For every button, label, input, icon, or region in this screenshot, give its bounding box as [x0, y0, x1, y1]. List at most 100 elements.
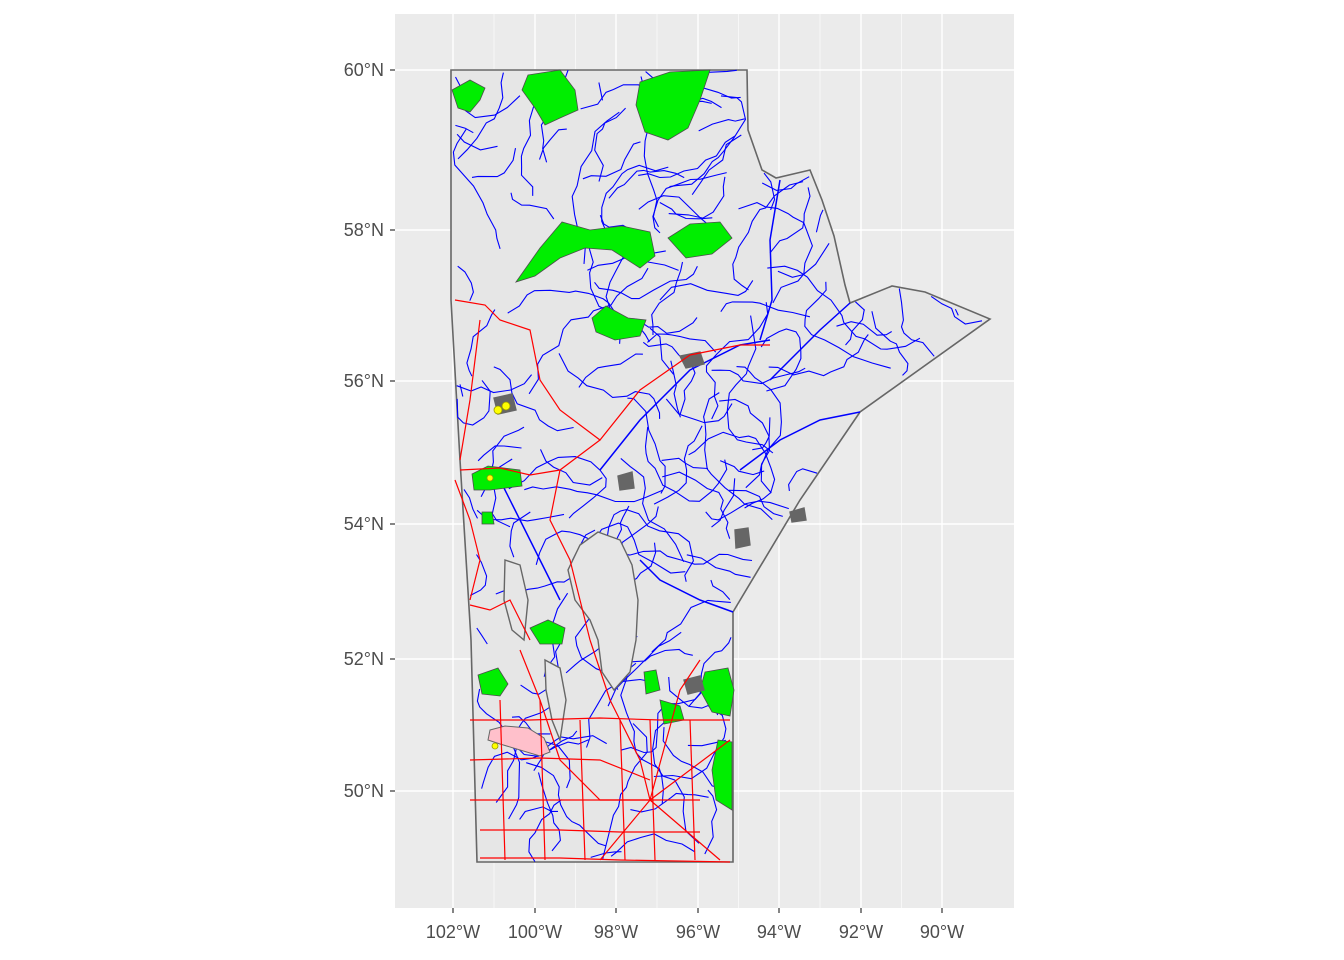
- river-segment: [769, 187, 811, 254]
- lake-small-6: [789, 507, 807, 523]
- river-segment: [711, 367, 806, 385]
- river-segment: [471, 147, 517, 178]
- road-segment: [539, 699, 546, 861]
- province-boundary: [450, 69, 992, 863]
- point-feature-1: [493, 405, 503, 415]
- road-segment: [469, 757, 651, 781]
- river-segment: [670, 360, 681, 418]
- protected-area-1: [451, 79, 486, 113]
- river-segment: [582, 141, 641, 180]
- protected-area-14: [481, 511, 495, 525]
- x-tick-label: 92°W: [839, 922, 883, 942]
- road-segment: [599, 799, 651, 861]
- river-segment: [651, 261, 684, 336]
- point-feature-2: [501, 401, 511, 411]
- river-segment: [728, 489, 783, 517]
- road-segment: [649, 799, 721, 861]
- river-segment: [459, 384, 464, 397]
- road-segment: [454, 479, 481, 601]
- river-segment: [493, 366, 574, 432]
- major-river: [759, 179, 781, 341]
- protected-area-9: [477, 667, 509, 697]
- road-segment: [459, 319, 481, 461]
- river-segment: [898, 288, 935, 357]
- y-tick-label: 54°N: [344, 514, 384, 534]
- province-polygon: [450, 69, 992, 863]
- river-segment: [954, 308, 959, 316]
- river-segment: [668, 176, 726, 219]
- river-segment: [719, 398, 771, 489]
- x-tick-label: 100°W: [508, 922, 562, 942]
- road-segment: [454, 299, 770, 441]
- river-segment: [606, 509, 694, 582]
- lake-small-5: [683, 675, 705, 695]
- river-network: [452, 69, 983, 862]
- major-river: [599, 339, 771, 471]
- road-segment: [649, 659, 701, 801]
- major-river: [639, 559, 734, 613]
- axis-ticks: [390, 69, 943, 913]
- lake-manitoba: [544, 658, 567, 743]
- river-segment: [463, 489, 478, 519]
- river-segment: [510, 192, 555, 220]
- protected-areas: [451, 69, 735, 811]
- river-segment: [726, 315, 774, 454]
- river-segment: [661, 457, 709, 470]
- y-tick-label: 58°N: [344, 220, 384, 240]
- river-segment: [594, 107, 626, 182]
- x-axis-labels: 102°W 100°W 98°W 96°W 94°W 92°W 90°W: [426, 922, 964, 942]
- river-segment: [836, 321, 892, 336]
- river-segment: [610, 833, 695, 857]
- river-segment: [647, 333, 717, 353]
- protected-area-4: [514, 221, 656, 283]
- y-tick-label: 60°N: [344, 60, 384, 80]
- protected-area-3: [635, 69, 711, 141]
- river-segment: [691, 134, 742, 196]
- river-segment: [540, 449, 603, 486]
- river-segment: [481, 730, 578, 789]
- road-segment: [589, 639, 651, 801]
- road-segment: [549, 469, 591, 641]
- river-segment: [652, 717, 700, 844]
- river-segment: [477, 445, 522, 462]
- river-segment: [455, 124, 474, 134]
- river-segment: [585, 678, 651, 748]
- river-segment: [508, 456, 607, 519]
- river-segment: [732, 181, 804, 291]
- river-segment: [538, 128, 567, 160]
- river-segment: [704, 789, 718, 855]
- river-segment: [608, 169, 685, 199]
- river-segment: [719, 460, 765, 476]
- river-segment: [607, 631, 682, 707]
- river-segment: [457, 265, 474, 301]
- river-segment: [558, 353, 661, 419]
- river-segment: [777, 243, 830, 278]
- river-segment: [524, 486, 663, 503]
- river-segment: [627, 397, 666, 494]
- lake-small-2: [734, 527, 751, 549]
- protected-area-2: [521, 69, 579, 126]
- river-segment: [452, 128, 501, 249]
- river-segment: [653, 425, 703, 505]
- road-segment: [619, 719, 626, 861]
- river-segment: [476, 627, 488, 645]
- x-tick-label: 94°W: [757, 922, 801, 942]
- river-segment: [594, 266, 698, 300]
- protected-area-6: [591, 305, 647, 341]
- river-segment: [804, 281, 891, 369]
- lakes: [493, 351, 807, 743]
- river-segment: [601, 164, 669, 237]
- river-segment: [528, 267, 649, 395]
- river-segment: [768, 334, 869, 377]
- river-segment: [456, 380, 491, 426]
- river-segment: [630, 792, 709, 813]
- y-tick-label: 56°N: [344, 371, 384, 391]
- river-segment: [698, 118, 745, 132]
- river-segment: [855, 301, 866, 311]
- x-tick-label: 90°W: [920, 922, 964, 942]
- river-segment: [738, 202, 813, 304]
- river-segment: [763, 172, 776, 211]
- major-river: [499, 479, 561, 601]
- protected-area-13: [643, 669, 661, 695]
- point-feature-4: [486, 474, 494, 482]
